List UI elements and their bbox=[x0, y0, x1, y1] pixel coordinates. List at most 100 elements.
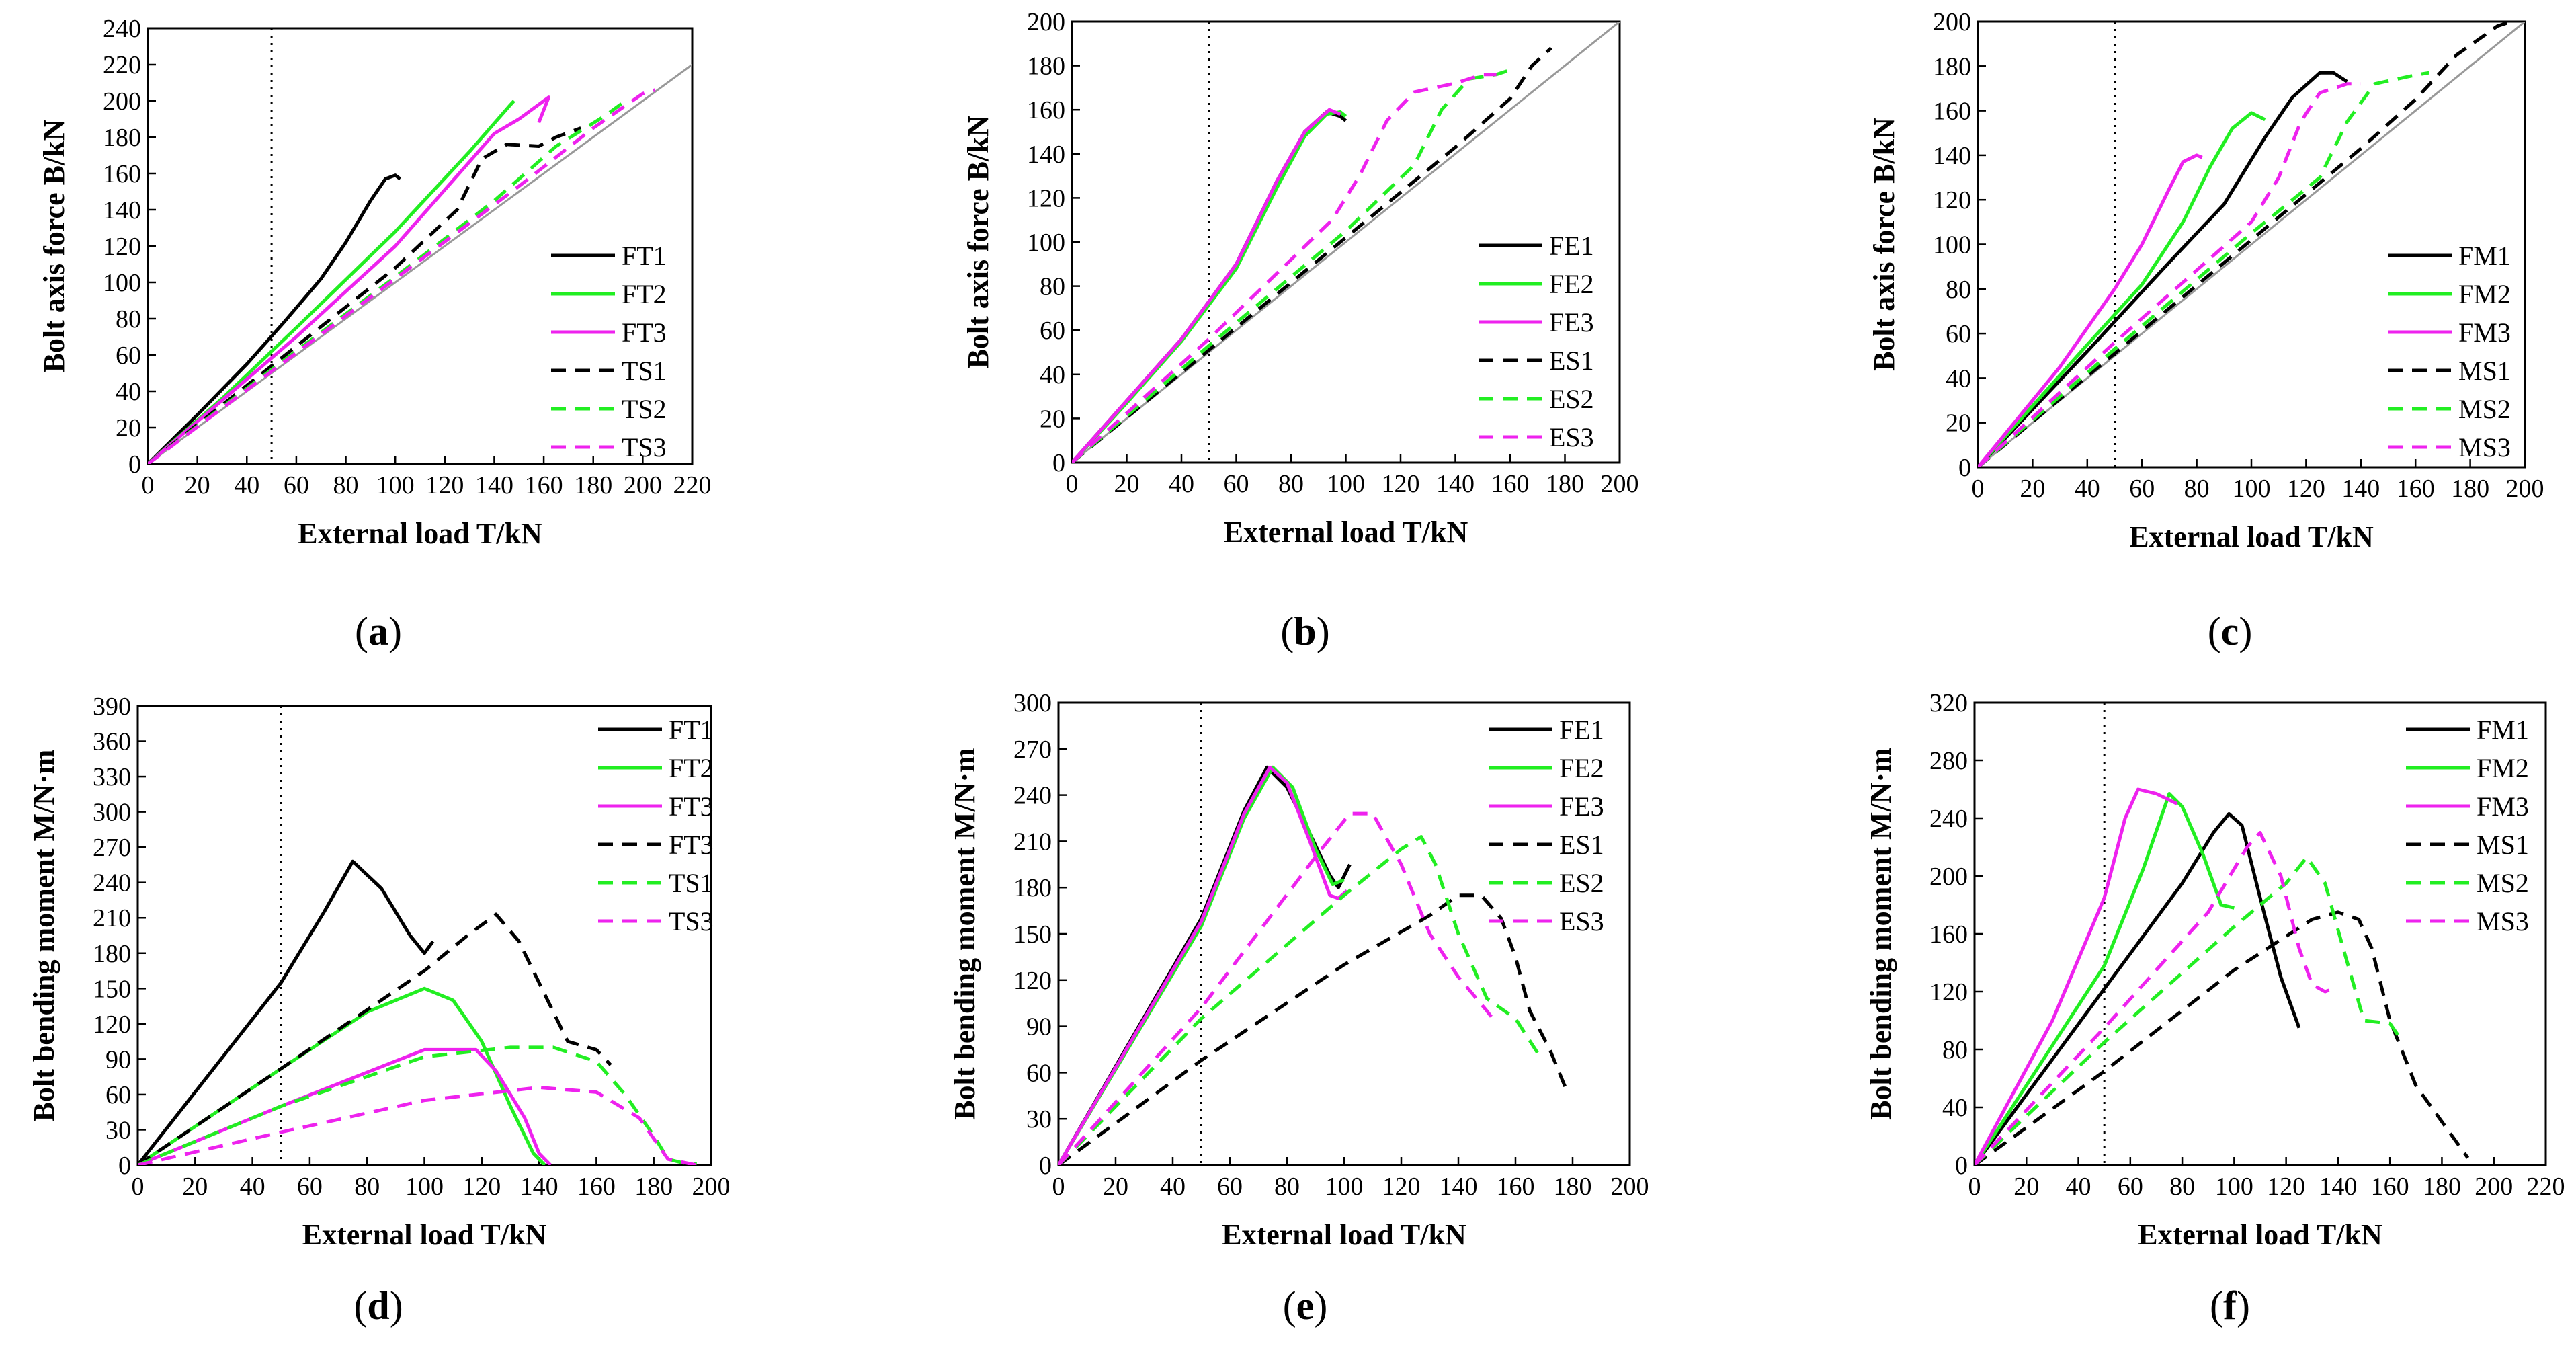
y-tick-label: 40 bbox=[1040, 361, 1065, 389]
y-tick-label: 240 bbox=[93, 869, 131, 898]
y-tick-label: 30 bbox=[1026, 1105, 1052, 1134]
legend-label: FE3 bbox=[1549, 307, 1594, 337]
x-axis-title: External load T/kN bbox=[2129, 520, 2374, 553]
y-axis-title: Bolt bending moment M/N·m bbox=[28, 750, 60, 1122]
x-tick-label: 120 bbox=[462, 1172, 501, 1201]
x-tick-label: 100 bbox=[376, 471, 415, 500]
y-tick-label: 270 bbox=[1013, 735, 1052, 764]
y-tick-label: 0 bbox=[1052, 449, 1065, 477]
panel-label-b: (b) bbox=[1280, 609, 1330, 653]
y-tick-label: 30 bbox=[106, 1116, 131, 1144]
x-tick-label: 60 bbox=[1217, 1172, 1243, 1201]
series-line-es3 bbox=[1058, 811, 1495, 1165]
legend-label: FE2 bbox=[1549, 269, 1594, 299]
x-tick-label: 60 bbox=[2129, 475, 2155, 503]
y-tick-label: 20 bbox=[116, 414, 141, 442]
x-tick-label: 200 bbox=[2506, 475, 2544, 503]
legend-label: FE2 bbox=[1559, 753, 1604, 783]
y-axis-title: Bolt bending moment M/N·m bbox=[1864, 748, 1897, 1120]
series-line-ft3 bbox=[138, 1047, 552, 1165]
y-tick-label: 60 bbox=[106, 1081, 131, 1109]
series-line-es2 bbox=[1058, 835, 1540, 1165]
series-line-ms3 bbox=[1978, 82, 2361, 467]
legend-label: FT3 bbox=[669, 791, 714, 822]
x-tick-label: 80 bbox=[1278, 470, 1304, 498]
x-tick-label: 60 bbox=[297, 1172, 323, 1201]
series-line-es1 bbox=[1058, 893, 1569, 1165]
y-tick-label: 200 bbox=[1027, 8, 1065, 36]
chart-f: 0 20 40 60 80 100 120 140 160 180 200 220 0 40 80 120 16… bbox=[1864, 689, 2565, 1251]
x-tick-label: 100 bbox=[1327, 470, 1365, 498]
y-tick-label: 80 bbox=[1946, 276, 1971, 304]
legend-label: TS1 bbox=[622, 356, 667, 386]
x-tick-label: 120 bbox=[1382, 470, 1420, 498]
legend-label: FT1 bbox=[622, 241, 667, 271]
series-line-fe3 bbox=[1058, 765, 1348, 1165]
y-tick-label: 90 bbox=[106, 1045, 131, 1074]
y-tick-label: 20 bbox=[1946, 409, 1971, 438]
legend-label: FM1 bbox=[2458, 241, 2511, 271]
series-line-ts1 bbox=[138, 1045, 697, 1165]
x-tick-label: 180 bbox=[1546, 470, 1584, 498]
x-tick-label: 200 bbox=[624, 471, 662, 500]
legend-label: FM3 bbox=[2458, 317, 2511, 348]
plot-area bbox=[148, 28, 692, 464]
legend-label: MS2 bbox=[2477, 868, 2529, 898]
y-tick-label: 200 bbox=[1929, 863, 1968, 891]
series-line-ft1 bbox=[138, 859, 435, 1165]
x-tick-label: 100 bbox=[2233, 475, 2271, 503]
y-tick-label: 0 bbox=[128, 450, 141, 479]
plot-frame bbox=[1057, 701, 1631, 1166]
x-axis-title: External load T/kN bbox=[1224, 516, 1468, 549]
y-tick-label: 120 bbox=[1013, 967, 1052, 995]
series-line-ts3 bbox=[148, 88, 656, 464]
panel-label-e: (e) bbox=[1282, 1283, 1328, 1328]
x-tick-label: 220 bbox=[2527, 1172, 2565, 1201]
x-tick-label: 80 bbox=[354, 1172, 380, 1201]
series-line-ms2 bbox=[1975, 855, 2405, 1165]
x-tick-label: 160 bbox=[2371, 1172, 2409, 1201]
x-tick-label: 200 bbox=[2475, 1172, 2513, 1201]
y-tick-label: 120 bbox=[1027, 184, 1065, 212]
plot-area bbox=[138, 706, 698, 1165]
y-tick-label: 150 bbox=[93, 975, 131, 1003]
y-tick-label: 160 bbox=[103, 160, 141, 188]
x-tick-label: 140 bbox=[520, 1172, 558, 1201]
plot-area bbox=[1975, 703, 2470, 1165]
x-axis-title: External load T/kN bbox=[2138, 1218, 2382, 1251]
legend-label: ES3 bbox=[1559, 906, 1604, 937]
x-tick-label: 120 bbox=[1382, 1172, 1421, 1201]
y-tick-label: 360 bbox=[93, 728, 131, 756]
legend-label: FM3 bbox=[2477, 791, 2529, 822]
y-tick-label: 100 bbox=[1027, 229, 1065, 257]
panel-label-c: (c) bbox=[2207, 609, 2253, 653]
x-tick-label: 160 bbox=[1491, 470, 1530, 498]
series-line-ms1 bbox=[1978, 22, 2512, 467]
legend-label: FM2 bbox=[2458, 279, 2511, 309]
series-line-fe1 bbox=[1072, 110, 1347, 463]
plot-area bbox=[1072, 22, 1620, 463]
y-tick-label: 100 bbox=[1933, 231, 1971, 260]
x-tick-label: 220 bbox=[673, 471, 712, 500]
x-tick-label: 60 bbox=[1224, 470, 1249, 498]
x-axis-title: External load T/kN bbox=[302, 1218, 547, 1251]
x-tick-label: 180 bbox=[2423, 1172, 2461, 1201]
x-tick-label: 200 bbox=[692, 1172, 731, 1201]
panel-label-d: (d) bbox=[354, 1283, 403, 1328]
series-line-fm3 bbox=[1978, 153, 2203, 467]
y-axis-title: Bolt bending moment M/N·m bbox=[948, 748, 981, 1120]
series-line-fm3 bbox=[1975, 787, 2178, 1165]
legend-label: FM2 bbox=[2477, 753, 2529, 783]
x-tick-label: 160 bbox=[577, 1172, 616, 1201]
y-tick-label: 120 bbox=[93, 1010, 131, 1039]
y-tick-label: 20 bbox=[1040, 405, 1065, 433]
x-tick-label: 140 bbox=[2341, 475, 2380, 503]
series-line-es2 bbox=[1072, 68, 1511, 463]
y-tick-label: 240 bbox=[1013, 782, 1052, 810]
y-tick-label: 120 bbox=[1933, 186, 1971, 214]
series-line-fe2 bbox=[1072, 110, 1347, 463]
y-tick-label: 270 bbox=[93, 834, 131, 862]
x-tick-label: 60 bbox=[2118, 1172, 2143, 1201]
series-line-ts3 bbox=[138, 1085, 698, 1165]
